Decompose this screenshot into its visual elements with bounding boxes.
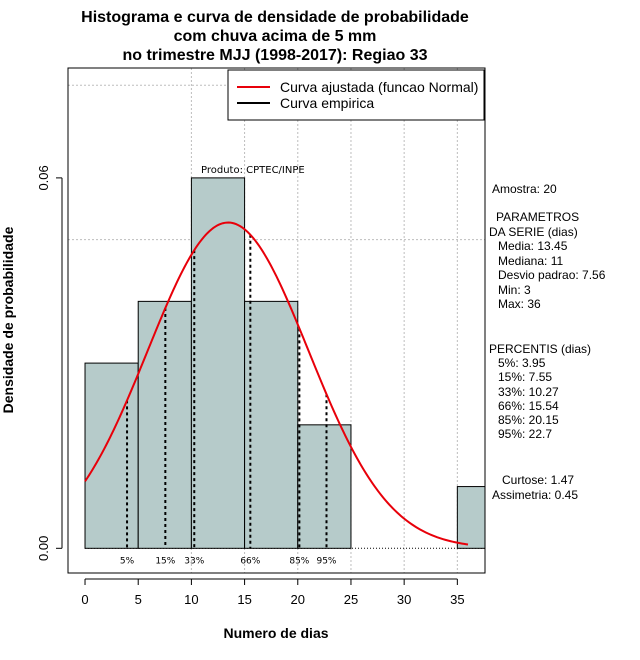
y-tick-label: 0.06 — [36, 165, 51, 190]
stat-min: Min: 3 — [498, 283, 531, 297]
percentile-label: 95% — [316, 556, 336, 566]
normal-curve-line — [84, 221, 469, 546]
stat-amostra: Amostra: 20 — [492, 182, 557, 196]
x-tick-label: 35 — [450, 592, 464, 607]
stat-curtose: Curtose: 1.47 — [502, 473, 574, 487]
histogram-bar — [297, 424, 352, 549]
x-tick-label: 25 — [344, 592, 358, 607]
legend-label-normal: Curva ajustada (funcao Normal) — [280, 79, 478, 95]
x-tick-label: 30 — [397, 592, 411, 607]
x-tick-label: 20 — [291, 592, 305, 607]
stat-max: Max: 36 — [498, 297, 541, 311]
stat-p95: 95%: 22.7 — [498, 427, 552, 441]
percentile-label: 85% — [289, 556, 309, 566]
stat-mediana: Mediana: 11 — [498, 254, 563, 268]
chart-title-line-3: no trimestre MJJ (1998-2017): Regiao 33 — [122, 47, 427, 64]
stat-p15: 15%: 7.55 — [498, 370, 552, 384]
stat-p5: 5%: 3.95 — [498, 356, 546, 370]
statistics-panel: Amostra: 20 PARAMETROS DA SERIE (dias) M… — [489, 182, 606, 502]
x-axis-label: Numero de dias — [223, 625, 328, 641]
percentile-label: 15% — [155, 556, 175, 566]
stat-desvio: Desvio padrao: 7.56 — [498, 268, 606, 282]
legend: Curva ajustada (funcao Normal) Curva emp… — [227, 69, 485, 121]
stat-percentis-title: PERCENTIS (dias) — [489, 342, 591, 356]
x-axis: 0 5 10 15 20 25 30 35 — [81, 578, 465, 607]
stat-p85: 85%: 20.15 — [498, 413, 559, 427]
stat-parametros-title-1: PARAMETROS — [496, 210, 579, 224]
percentile-label: 33% — [184, 556, 204, 566]
x-tick-label: 10 — [184, 592, 198, 607]
y-axis: 0.00 0.06 — [36, 165, 63, 561]
x-tick-label: 15 — [237, 592, 251, 607]
stat-p66: 66%: 15.54 — [498, 399, 559, 413]
chart-title-line-1: Histograma e curva de densidade de proba… — [81, 9, 469, 26]
percentile-lines: 5% 15% 33% 66% 85% 95% — [120, 234, 337, 566]
histogram-bar — [244, 300, 299, 549]
histogram-bars — [84, 177, 486, 549]
chart-title-line-2: com chuva acima de 5 mm — [174, 28, 377, 45]
percentile-label: 66% — [240, 556, 260, 566]
x-tick-label: 5 — [135, 592, 142, 607]
legend-label-empirical: Curva empirica — [280, 95, 374, 111]
grid-lines — [68, 68, 485, 573]
histogram-bar — [456, 486, 486, 549]
y-axis-label: Densidade de probabilidade — [0, 226, 16, 413]
product-annotation: Produto: CPTEC/INPE — [201, 165, 305, 176]
percentile-label: 5% — [120, 556, 135, 566]
y-tick-label: 0.00 — [36, 536, 51, 561]
x-tick-label: 0 — [81, 592, 88, 607]
stat-media: Media: 13.45 — [498, 239, 568, 253]
stat-parametros-title-2: DA SERIE (dias) — [489, 225, 578, 239]
normal-curve-group — [84, 221, 469, 546]
histogram-bar — [190, 177, 246, 549]
stat-p33: 33%: 10.27 — [498, 385, 559, 399]
legend-box — [227, 69, 485, 121]
stat-assimetria: Assimetria: 0.45 — [492, 488, 578, 502]
plot-frame — [67, 67, 486, 574]
